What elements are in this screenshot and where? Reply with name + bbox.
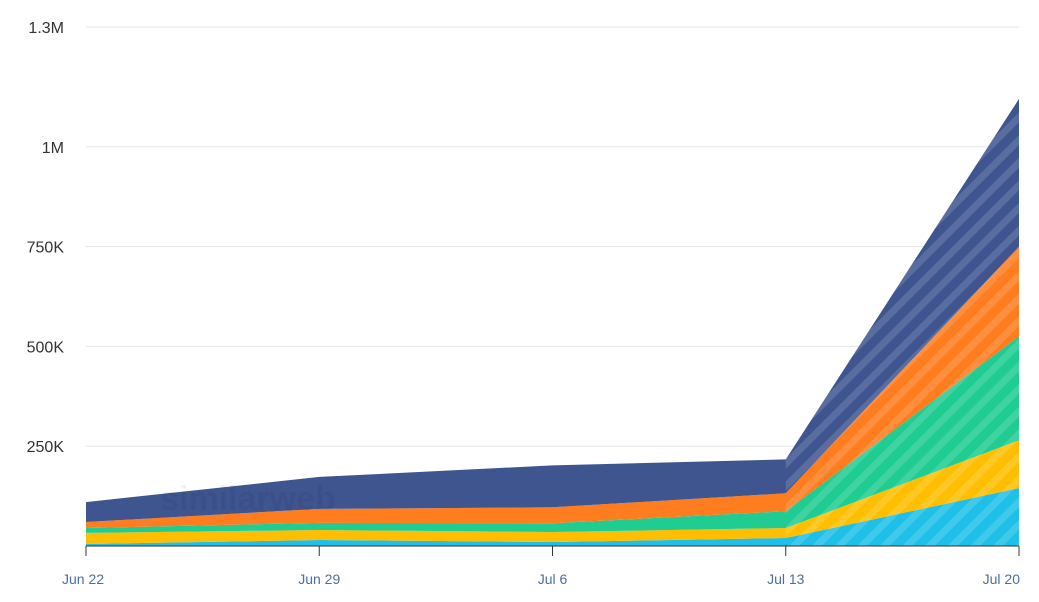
y-tick-label-1: 500K xyxy=(27,339,65,356)
y-tick-label-2: 750K xyxy=(27,240,65,257)
area-series-1 xyxy=(86,440,1019,545)
x-tick-label-2: Jul 6 xyxy=(538,571,568,587)
y-axis-ticks: 250K 500K 750K 1M 1.3M xyxy=(27,20,65,456)
forecast-stripes xyxy=(785,98,1019,546)
watermark-logo: similarweb xyxy=(160,480,336,518)
x-tick-label-3: Jul 13 xyxy=(767,571,805,587)
y-tick-label-4: 1.3M xyxy=(28,20,64,37)
x-tick-label-0: Jun 22 xyxy=(62,571,104,587)
x-tick-label-4: Jul 20 xyxy=(983,571,1021,587)
x-axis xyxy=(85,545,1020,556)
y-tick-label-3: 1M xyxy=(42,140,64,157)
x-tick-label-1: Jun 29 xyxy=(298,571,340,587)
y-tick-label-0: 250K xyxy=(27,439,65,456)
stripe-overlay-area xyxy=(785,98,1019,546)
x-axis-ticks: Jun 22 Jun 29 Jul 6 Jul 13 Jul 20 xyxy=(62,571,1020,587)
